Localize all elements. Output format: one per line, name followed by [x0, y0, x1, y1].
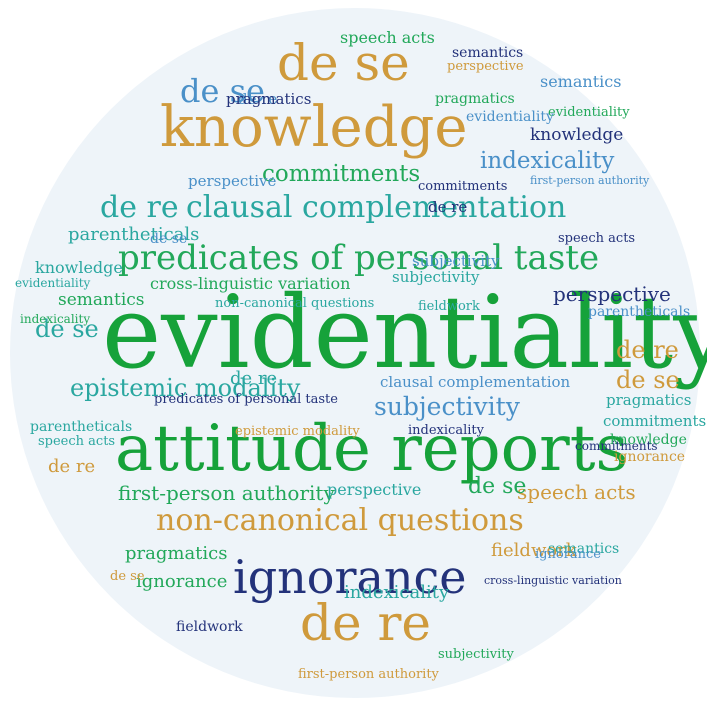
word-subjectivity[interactable]: subjectivity [438, 647, 514, 662]
word-ignorance[interactable]: ignorance [136, 571, 228, 592]
word-speech-acts[interactable]: speech acts [558, 231, 636, 246]
word-commitments[interactable]: commitments [262, 161, 421, 187]
word-commitments[interactable]: commitments [418, 179, 508, 194]
word-first-person-authority[interactable]: first-person authority [118, 481, 335, 505]
word-first-person-authority[interactable]: first-person authority [530, 174, 650, 187]
word-non-canonical-questions[interactable]: non-canonical questions [156, 503, 524, 538]
word-ignorance[interactable]: ignorance [614, 449, 686, 465]
word-speech-acts[interactable]: speech acts [340, 28, 435, 47]
word-epistemic-modality[interactable]: epistemic modality [235, 424, 360, 439]
word-semantics[interactable]: semantics [548, 541, 620, 557]
word-knowledge[interactable]: knowledge [35, 258, 123, 277]
word-de-se[interactable]: de se [277, 34, 410, 92]
word-clausal-complementation[interactable]: clausal complementation [380, 373, 571, 391]
word-knowledge[interactable]: knowledge [530, 125, 624, 145]
word-perspective[interactable]: perspective [447, 59, 524, 74]
word-de-re[interactable]: de re [428, 198, 468, 216]
cloud-background-disc [10, 8, 700, 698]
word-knowledge[interactable]: knowledge [160, 95, 468, 160]
word-ignorance[interactable]: ignorance [233, 550, 467, 604]
word-pragmatics[interactable]: pragmatics [435, 91, 515, 107]
word-pragmatics[interactable]: pragmatics [606, 391, 692, 409]
word-parentheticals[interactable]: parentheticals [588, 304, 691, 320]
word-de-re[interactable]: de re [230, 368, 278, 389]
word-evidentiality[interactable]: evidentiality [466, 109, 554, 125]
word-perspective[interactable]: perspective [327, 480, 422, 499]
word-speech-acts[interactable]: speech acts [38, 434, 116, 449]
word-indexicality[interactable]: indexicality [344, 582, 450, 603]
word-epistemic-modality[interactable]: epistemic modality [70, 374, 301, 402]
word-commitments[interactable]: commitments [603, 412, 707, 430]
word-de-se[interactable]: de se [616, 366, 680, 394]
word-perspective[interactable]: perspective [553, 282, 671, 306]
word-subjectivity[interactable]: subjectivity [374, 392, 520, 421]
word-evidentiality[interactable]: evidentiality [548, 105, 630, 120]
word-ignorance[interactable]: ignorance [535, 547, 601, 562]
word-de-se[interactable]: de se [180, 72, 265, 110]
word-parentheticals[interactable]: parentheticals [68, 224, 200, 245]
word-de-se[interactable]: de se [35, 315, 99, 343]
word-parentheticals[interactable]: parentheticals [30, 419, 133, 435]
word-de-se[interactable]: de se [110, 569, 145, 584]
word-commitments[interactable]: commitments [575, 439, 658, 453]
word-predicates-of-personal-taste[interactable]: predicates of personal taste [118, 238, 600, 278]
word-knowledge[interactable]: knowledge [610, 432, 687, 448]
word-non-canonical-questions[interactable]: non-canonical questions [215, 296, 375, 311]
word-pragmatics[interactable]: pragmatics [125, 543, 228, 564]
word-de-re[interactable]: de re [300, 594, 431, 652]
word-semantics[interactable]: semantics [540, 72, 622, 91]
word-semantics[interactable]: semantics [452, 45, 524, 61]
word-indexicality[interactable]: indexicality [408, 423, 484, 438]
word-perspective[interactable]: perspective [188, 172, 277, 190]
word-cross-linguistic-variation[interactable]: cross-linguistic variation [484, 574, 622, 587]
word-de-se[interactable]: de se [150, 231, 188, 247]
word-pragmatics[interactable]: pragmatics [226, 90, 312, 108]
word-fieldwork[interactable]: fieldwork [418, 299, 480, 314]
word-attitude-reports[interactable]: attitude reports [115, 412, 629, 486]
word-first-person-authority[interactable]: first-person authority [298, 667, 439, 682]
word-clausal-complementation[interactable]: clausal complementation [186, 190, 567, 225]
word-subjectivity[interactable]: subjectivity [392, 268, 480, 286]
word-indexicality[interactable]: indexicality [20, 312, 91, 326]
word-semantics[interactable]: semantics [58, 290, 145, 310]
word-de-re[interactable]: de re [616, 336, 679, 364]
word-fieldwork[interactable]: fieldwork [491, 540, 577, 561]
word-de-se[interactable]: de se [468, 474, 527, 499]
word-cross-linguistic-variation[interactable]: cross-linguistic variation [150, 274, 351, 293]
word-de-re[interactable]: de re [100, 190, 179, 225]
word-evidentiality[interactable]: evidentiality [15, 276, 91, 290]
word-predicates-of-personal-taste[interactable]: predicates of personal taste [154, 392, 338, 407]
word-fieldwork[interactable]: fieldwork [176, 619, 243, 635]
word-evidentiality[interactable]: evidentiality [102, 274, 707, 391]
word-de-re[interactable]: de re [238, 90, 278, 108]
word-de-re[interactable]: de re [48, 456, 96, 477]
word-subjectivity[interactable]: subjectivity [412, 252, 500, 270]
word-speech-acts[interactable]: speech acts [517, 480, 636, 504]
word-indexicality[interactable]: indexicality [480, 148, 615, 174]
